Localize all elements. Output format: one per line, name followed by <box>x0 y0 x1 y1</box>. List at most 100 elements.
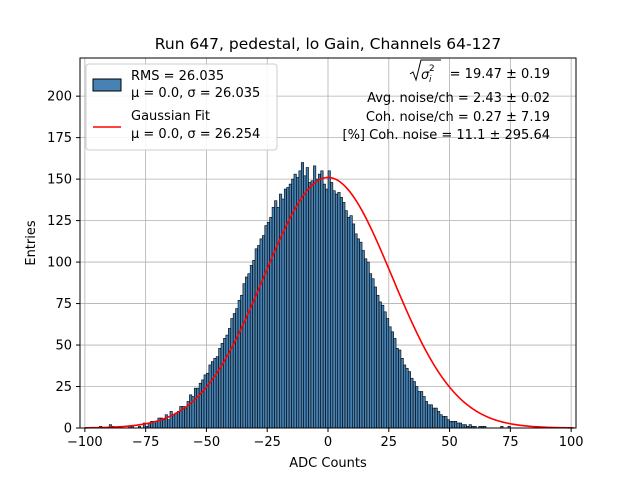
histogram-bar <box>373 286 377 429</box>
y-tick-label: 50 <box>55 339 72 354</box>
gaussian-fit-line <box>84 176 574 429</box>
x-tick-label: −25 <box>253 435 280 450</box>
histogram-bar <box>237 299 241 429</box>
histogram-bar <box>342 202 346 429</box>
histogram-bar <box>332 190 336 429</box>
histogram-bar <box>210 361 215 429</box>
histogram-bar <box>189 394 193 429</box>
histogram-bar <box>424 401 428 429</box>
histogram-bar <box>300 162 304 429</box>
histogram-bar <box>223 338 227 429</box>
histogram-bar <box>361 250 365 429</box>
histogram-bar <box>388 326 392 429</box>
histogram-bar <box>410 377 414 429</box>
y-tick-label: 75 <box>55 297 72 312</box>
histogram-bar <box>303 175 307 429</box>
histogram-bar <box>352 223 356 429</box>
histogram-bar <box>334 193 339 429</box>
histogram-bar <box>405 367 409 429</box>
legend-histogram-swatch <box>92 78 122 92</box>
svg-text:i: i <box>429 75 432 85</box>
histogram-bar <box>417 391 421 429</box>
histogram-bar <box>269 216 273 429</box>
histogram-bar <box>245 276 249 429</box>
histogram-bar <box>296 177 300 429</box>
svg-text:σ: σ <box>421 68 430 83</box>
histogram-bar <box>327 170 331 429</box>
x-tick-label: 25 <box>381 435 398 450</box>
histogram-bar <box>390 331 394 429</box>
histogram-bar <box>315 178 319 429</box>
y-axis-label: Entries <box>24 220 39 266</box>
histogram-bar <box>208 364 212 429</box>
y-tick-label: 100 <box>47 256 72 271</box>
histogram-bar <box>407 371 411 429</box>
histogram-bar <box>420 391 424 429</box>
coh-noise-text: Coh. noise/ch = 0.27 ± 7.19 <box>366 110 550 125</box>
histogram-bar <box>322 183 326 429</box>
histogram-bar <box>313 165 317 429</box>
x-tick-label: −50 <box>193 435 220 450</box>
histogram-bar <box>305 167 309 429</box>
histogram-bar <box>193 387 198 429</box>
histogram-bar <box>458 422 463 429</box>
histogram-bar <box>441 416 446 429</box>
pct-coh-noise-text: [%] Coh. noise = 11.1 ± 295.64 <box>343 128 551 143</box>
x-axis-label: ADC Counts <box>289 456 367 471</box>
histogram-bar <box>320 170 324 429</box>
histogram-bar <box>439 414 443 429</box>
histogram-bar <box>432 407 436 429</box>
histogram-bar <box>291 178 295 429</box>
x-tick-label: 0 <box>324 435 332 450</box>
histogram-bar <box>347 216 351 429</box>
histogram-bar <box>429 404 433 429</box>
histogram-bar <box>325 188 329 429</box>
histogram-bar <box>330 182 334 429</box>
histogram-bar <box>162 419 166 429</box>
histogram-bar <box>339 197 343 429</box>
histogram-bar <box>257 245 261 429</box>
histogram-bar <box>386 318 390 429</box>
y-tick-label: 150 <box>47 173 72 188</box>
histogram-bar <box>293 173 297 429</box>
histogram-bar <box>449 421 453 429</box>
histogram-bar <box>398 349 402 429</box>
histogram-bar <box>403 364 407 429</box>
histogram-bar <box>259 238 263 429</box>
legend-fit-line1: Gaussian Fit <box>131 109 210 124</box>
histogram-bar <box>264 225 268 429</box>
svg-text:2: 2 <box>429 64 435 74</box>
histogram-bar <box>274 200 278 429</box>
histogram-bar <box>381 304 385 429</box>
y-tick-label: 125 <box>47 214 72 229</box>
stats-annotation: σ 2 i = 19.47 ± 0.19 Avg. noise/ch = 2.4… <box>343 59 551 143</box>
histogram-bar <box>174 412 178 429</box>
histogram-bar <box>376 294 380 429</box>
histogram-bar <box>240 294 244 429</box>
chart-title: Run 647, pedestal, lo Gain, Channels 64-… <box>155 35 501 53</box>
x-axis-ticks: −100 −75 −50 −25 0 25 50 75 100 <box>67 428 584 450</box>
histogram-bar <box>444 416 448 429</box>
histogram-bar <box>310 180 314 429</box>
histogram-bar <box>371 278 375 429</box>
x-tick-label: 100 <box>559 435 584 450</box>
y-tick-label: 175 <box>47 131 72 146</box>
legend-histogram-line1: RMS = 26.035 <box>131 69 224 84</box>
histogram-bar <box>383 311 387 429</box>
legend-fit-line2: μ = 0.0, σ = 26.254 <box>131 127 260 142</box>
histogram-bar <box>262 235 266 429</box>
sqrt-sigma-symbol: σ 2 i <box>409 59 441 85</box>
x-tick-label: −100 <box>67 435 103 450</box>
histogram-bar <box>415 386 419 429</box>
histogram-bar <box>215 356 219 429</box>
histogram-bar <box>184 407 188 429</box>
x-tick-label: 75 <box>502 435 519 450</box>
histogram-bar <box>412 381 416 429</box>
histogram-bar <box>220 343 224 429</box>
histogram-bar <box>437 411 441 429</box>
y-axis-ticks: 0 25 50 75 100 125 150 175 200 <box>47 90 80 437</box>
legend-box <box>85 63 278 151</box>
histogram-bars <box>99 162 511 429</box>
histogram-bar <box>364 258 368 429</box>
histogram-bar <box>434 407 438 429</box>
